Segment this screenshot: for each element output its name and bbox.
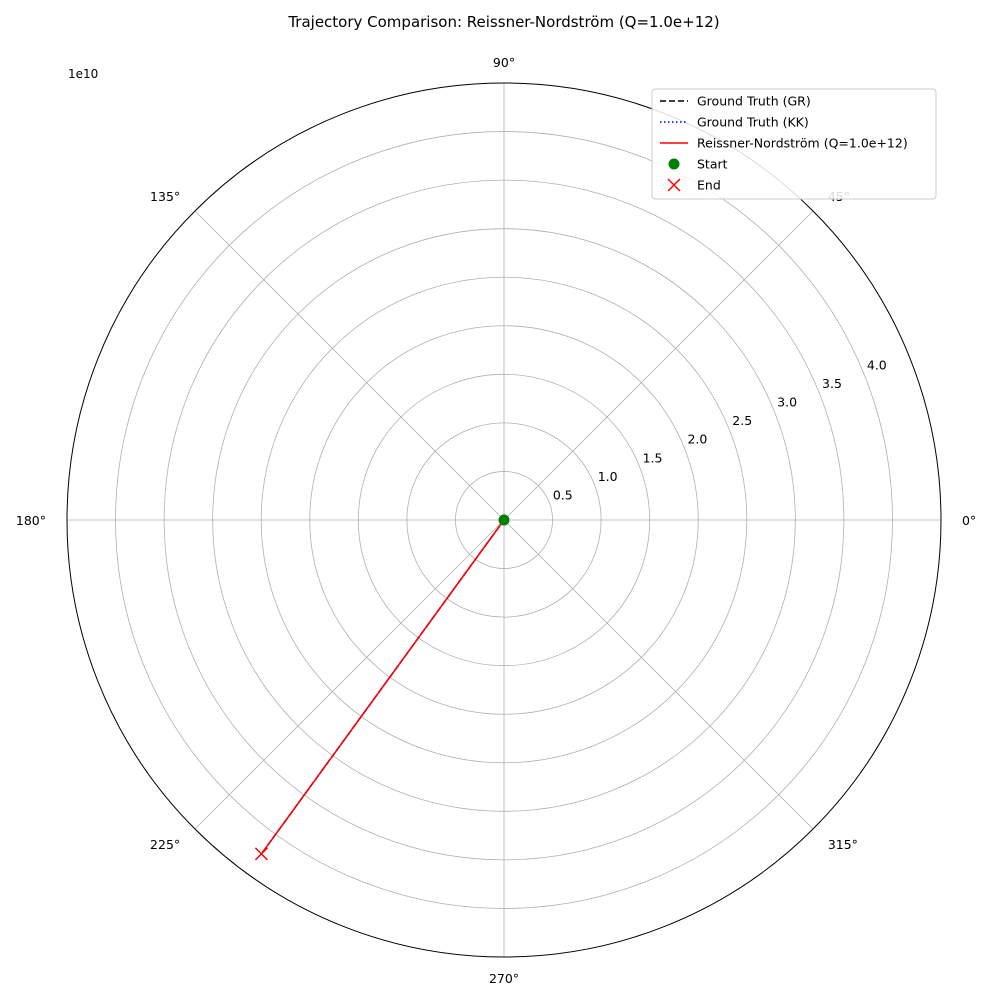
r-gridline <box>212 228 796 812</box>
r-tick-label: 2.5 <box>732 413 752 428</box>
theta-tick-label: 180° <box>16 513 46 528</box>
trajectory-markers <box>254 514 510 861</box>
theta-tick-label: 225° <box>150 837 180 852</box>
r-tick-label: 3.5 <box>822 376 842 391</box>
legend-swatch <box>667 178 681 192</box>
r-gridline <box>455 471 553 569</box>
theta-gridline <box>194 519 505 830</box>
theta-tick-label: 135° <box>150 189 180 204</box>
legend-label: Ground Truth (GR) <box>697 94 811 109</box>
legend: Ground Truth (GR) Ground Truth (KK) Reissn… <box>651 88 937 200</box>
r-tick-label: 2.0 <box>687 432 707 447</box>
r-tick-label: 1.0 <box>598 469 618 484</box>
r-tick-label: 1.5 <box>643 450 663 465</box>
theta-tick-label: 0° <box>962 513 976 528</box>
r-gridline <box>163 179 845 861</box>
chart-title: Trajectory Comparison: Reissner-Nordströ… <box>287 13 719 31</box>
theta-gridline <box>194 210 505 521</box>
r-offset-label: 1e10 <box>68 67 98 81</box>
theta-gridline <box>503 519 814 830</box>
trajectory-series <box>260 519 505 855</box>
r-tick-label: 0.5 <box>553 487 573 502</box>
legend-label: Reissner-Nordström (Q=1.0e+12) <box>697 136 908 151</box>
legend-label: Start <box>697 157 728 172</box>
legend-label: Ground Truth (KK) <box>697 115 809 130</box>
theta-tick-label: 90° <box>493 55 515 70</box>
legend-label: End <box>697 178 721 193</box>
r-tick-label: 4.0 <box>867 357 887 372</box>
series-line <box>260 519 505 855</box>
theta-tick-label: 270° <box>489 971 519 986</box>
theta-gridline <box>503 210 814 521</box>
r-gridline <box>309 325 699 715</box>
theta-tick-label: 315° <box>828 837 858 852</box>
r-gridline <box>406 422 602 618</box>
polar-frame <box>66 82 942 958</box>
r-gridline <box>357 373 651 667</box>
legend-swatch <box>668 158 680 170</box>
r-gridline <box>260 276 748 764</box>
legend-box <box>651 88 937 200</box>
r-tick-labels: 0.5 1.0 1.5 2.0 2.5 3.0 3.5 4.0 <box>553 357 887 502</box>
end-marker <box>254 847 268 861</box>
r-gridline <box>115 131 893 909</box>
polar-grid <box>66 82 942 958</box>
r-tick-label: 3.0 <box>777 395 797 410</box>
start-marker <box>498 514 510 526</box>
